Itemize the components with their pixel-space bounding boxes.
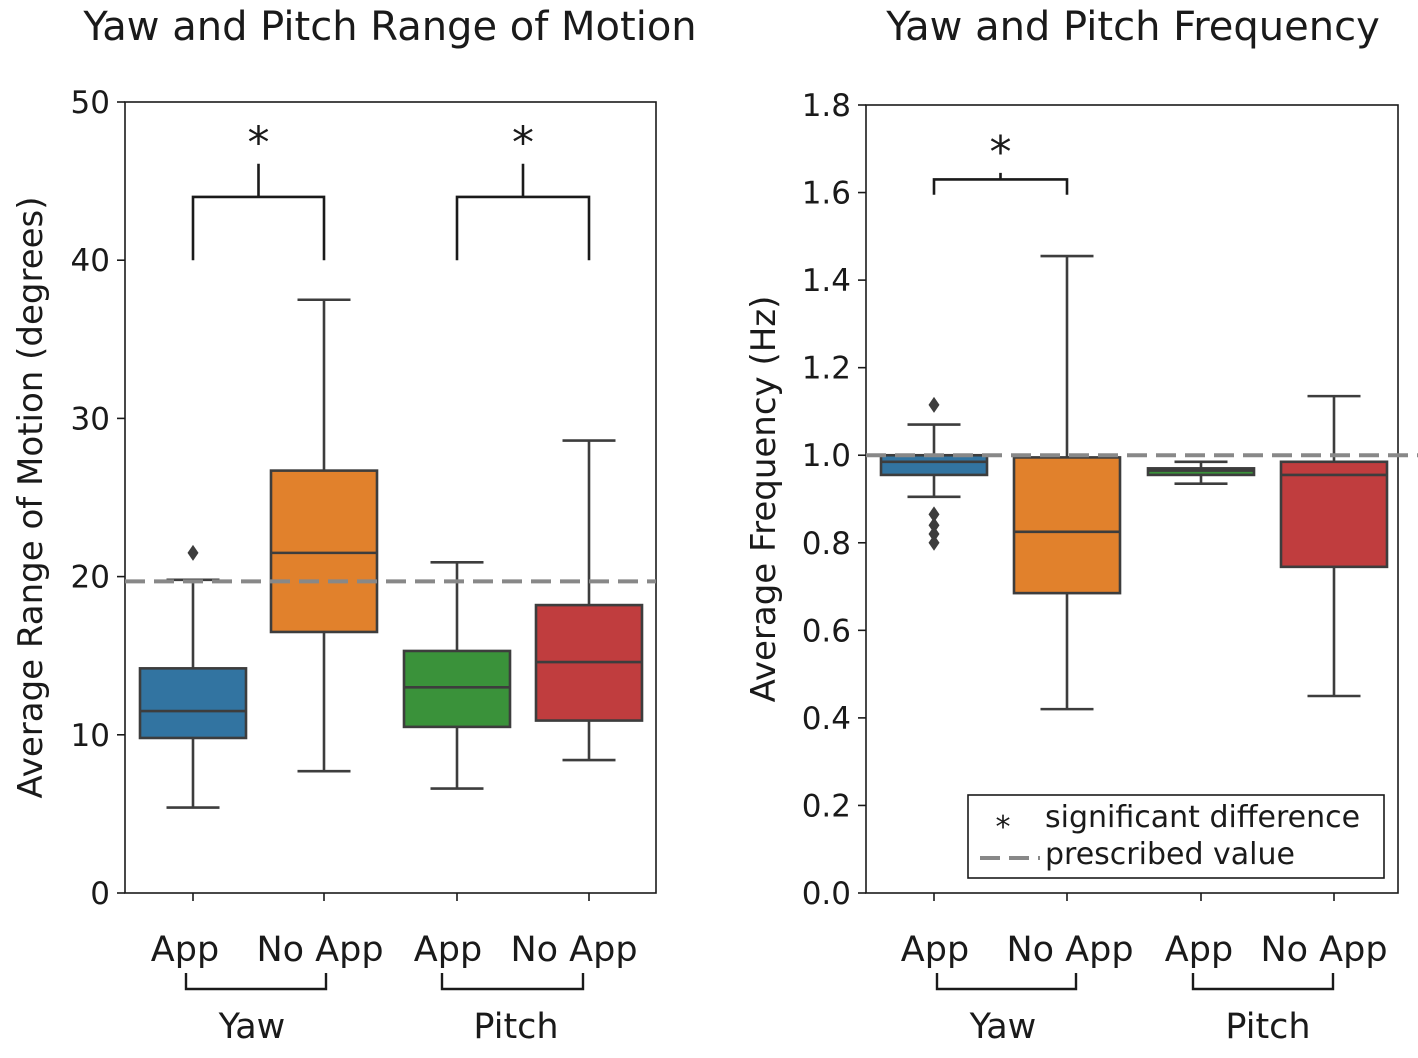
outlier-point	[928, 534, 940, 551]
legend-entry-label: prescribed value	[1045, 837, 1295, 872]
box-pitch-no-app	[1279, 394, 1389, 698]
y-tick-label: 1.0	[802, 438, 851, 474]
y-tick-label: 0.2	[802, 788, 851, 824]
y-tick-label: 0.8	[802, 526, 851, 562]
outlier-point	[187, 544, 199, 561]
group-label: Pitch	[1225, 1007, 1310, 1047]
box-yaw-no-app	[269, 298, 379, 773]
y-tick-label: 0	[90, 876, 110, 912]
chart-title: Yaw and Pitch Range of Motion	[82, 4, 696, 50]
box-pitch-app	[1146, 460, 1256, 485]
significance-bracket	[455, 163, 591, 261]
x-tick-label: App	[1165, 930, 1233, 970]
group-label: Yaw	[969, 1007, 1037, 1047]
group-bracket	[184, 973, 328, 991]
box-iqr	[138, 667, 248, 740]
plot-frame	[124, 101, 657, 894]
y-tick-label: 10	[71, 718, 110, 754]
outlier-point	[928, 396, 940, 413]
x-tick-label: App	[414, 930, 482, 970]
y-tick-label: 40	[71, 243, 110, 279]
plot-frame	[865, 104, 1399, 894]
group-label: Pitch	[473, 1007, 558, 1047]
legend-entry-label: significant difference	[1045, 800, 1360, 835]
box-yaw-app	[138, 544, 248, 809]
y-tick-label: 20	[71, 560, 110, 596]
x-tick-label: App	[901, 930, 969, 970]
box-iqr	[1012, 456, 1122, 595]
significance-star: *	[248, 118, 270, 169]
chart-panel-2: Yaw and Pitch Frequency Average Frequency…	[744, 4, 1418, 1047]
group-bracket	[440, 973, 585, 991]
y-tick-label: 50	[71, 85, 110, 121]
significance-bracket	[191, 163, 326, 261]
box-iqr	[402, 649, 512, 729]
box-iqr	[879, 453, 989, 477]
y-axis-label: Average Frequency (Hz)	[744, 296, 784, 703]
group-bracket	[935, 973, 1078, 991]
significance-star: *	[512, 118, 534, 169]
y-tick-label: 1.6	[802, 176, 851, 212]
y-tick-label: 0.6	[802, 613, 851, 649]
y-tick-label: 1.8	[802, 88, 851, 124]
y-tick-label: 0.4	[802, 701, 851, 737]
box-iqr	[1279, 460, 1389, 569]
significance-bracket	[932, 172, 1069, 195]
x-tick-label: App	[151, 930, 219, 970]
outlier-point	[928, 506, 940, 523]
x-tick-label: No App	[256, 930, 383, 970]
legend-frame	[967, 794, 1385, 879]
box-yaw-app	[879, 396, 989, 551]
y-tick-label: 1.4	[802, 263, 851, 299]
x-tick-label: No App	[510, 930, 637, 970]
y-tick-label: 30	[71, 401, 110, 437]
outlier-point	[928, 526, 940, 543]
y-tick-label: 1.2	[802, 351, 851, 387]
y-tick-label: 0.0	[802, 876, 851, 912]
group-label: Yaw	[218, 1007, 286, 1047]
x-tick-label: No App	[1006, 930, 1133, 970]
box-iqr	[269, 469, 379, 634]
chart-title: Yaw and Pitch Frequency	[885, 4, 1380, 50]
x-tick-label: No App	[1260, 930, 1387, 970]
outlier-point	[928, 517, 940, 534]
group-bracket	[1191, 973, 1335, 991]
box-pitch-app	[402, 561, 512, 790]
box-yaw-no-app	[1012, 254, 1122, 711]
chart-panel-1: Yaw and Pitch Range of Motion Average Ran…	[11, 4, 697, 1047]
significance-star: *	[990, 127, 1012, 178]
box-pitch-no-app	[534, 439, 644, 762]
legend-star-symbol: *	[996, 810, 1011, 845]
y-axis-label: Average Range of Motion (degrees)	[11, 196, 51, 798]
